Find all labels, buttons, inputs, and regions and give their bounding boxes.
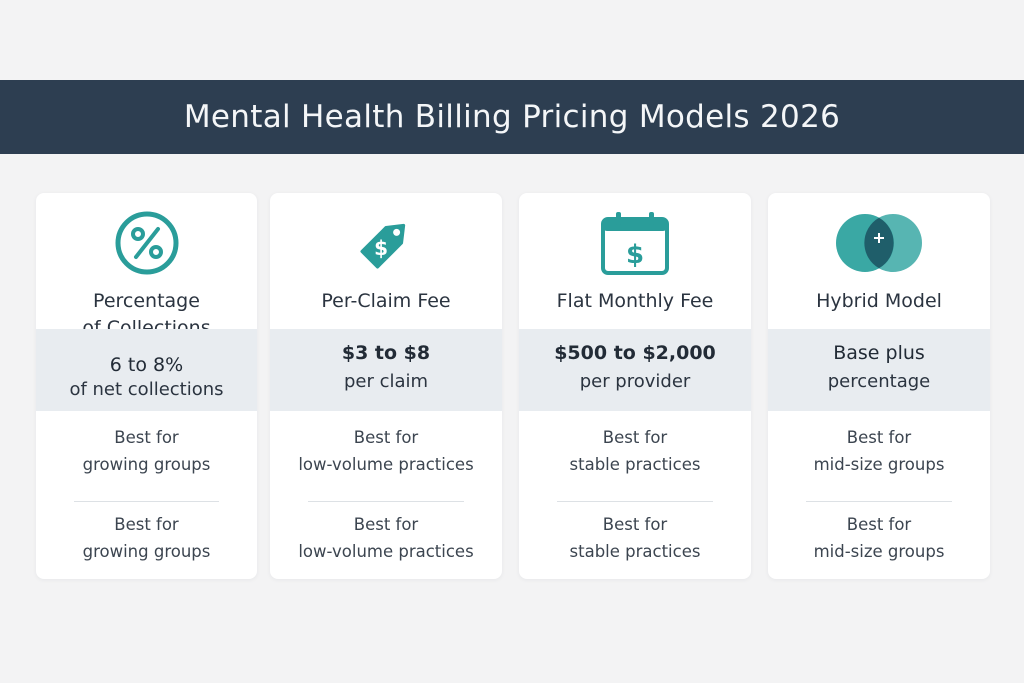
pricing-card-flat-monthly: $ Flat Monthly Fee $500 to $2,000 per pr… [519,193,751,579]
svg-text:$: $ [626,240,644,270]
best-for-text: Best for stable practices [569,428,701,474]
best-for-text: Best for low-volume practices [298,428,474,474]
header-banner: Mental Health Billing Pricing Models 202… [0,80,1024,154]
price-band [270,329,502,411]
price-band [36,329,257,411]
best-for-text: Best for mid-size groups [813,428,945,474]
price-unit: per claim [343,371,429,392]
page-title: Mental Health Billing Pricing Models 202… [183,99,841,135]
divider [806,501,952,502]
card-title: Per-Claim Fee [321,290,451,312]
divider [557,501,713,502]
price-tag-icon: $ [270,209,502,277]
card-title: Hybrid Model [816,290,942,312]
price-value: Base plus [833,342,925,364]
best-for-text: Best for growing groups [82,428,211,474]
price-unit: of net collections [69,379,224,400]
pricing-card-per-claim: $ Per-Claim Fee $3 to $8 per claim Best … [270,193,502,579]
card-title: Flat Monthly Fee [556,290,714,312]
best-for-text: Best for growing groups [82,515,211,561]
pricing-card-hybrid: Hybrid Model Base plus percentage Best f… [768,193,990,579]
overlapping-circles-icon [768,209,990,277]
percent-icon [36,209,257,277]
pricing-card-percentage: Percentage of Collections 6 to 8% of net… [36,193,257,579]
price-unit: percentage [827,371,931,392]
best-for-text: Best for mid-size groups [813,515,945,561]
price-unit: per provider [579,371,691,392]
price-value: 6 to 8% [109,354,184,376]
divider [74,501,219,502]
price-value: $3 to $8 [341,342,431,364]
best-for-text: Best for stable practices [569,515,701,561]
calendar-dollar-icon: $ [519,209,751,277]
divider [308,501,464,502]
svg-text:$: $ [374,236,388,260]
best-for-text: Best for low-volume practices [298,515,474,561]
price-band [768,329,990,411]
price-band [519,329,751,411]
price-value: $500 to $2,000 [554,342,716,364]
